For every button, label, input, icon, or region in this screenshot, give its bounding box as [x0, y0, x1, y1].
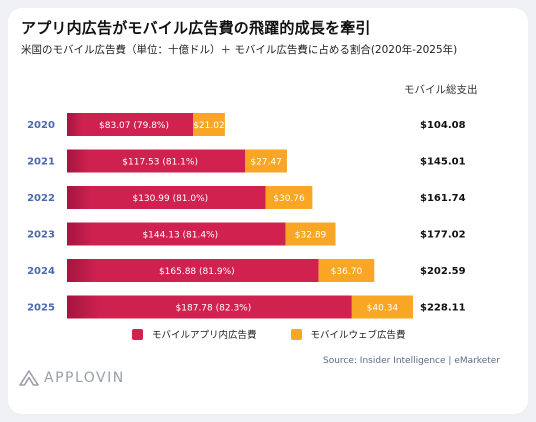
bar-in-app-2020: [67, 113, 194, 136]
bar-label-in-app: $83.07 (79.8%): [99, 121, 169, 131]
bar-label-web: $32.89: [295, 231, 327, 241]
bar-in-app-2024: [67, 259, 319, 282]
legend-swatch-in-app: [132, 328, 143, 340]
total-value: $228.11: [420, 303, 466, 314]
year-label: 2020: [27, 120, 55, 131]
total-value: $145.01: [420, 157, 466, 168]
total-value: $202.59: [420, 266, 466, 277]
bar-in-app-2022: [67, 186, 266, 209]
applovin-logo-icon: [19, 370, 39, 386]
chart-card: [8, 8, 528, 414]
legend-label-in-app: モバイルアプリ内広告費: [152, 330, 257, 341]
bar-web-2023: [285, 222, 336, 246]
bar-label-in-app: $187.78 (82.3%): [176, 304, 252, 314]
bar-label-in-app: $117.53 (81.1%): [122, 158, 198, 168]
bar-label-web: $21.02: [193, 121, 225, 131]
source-note: Source: Insider Intelligence | eMarketer: [323, 356, 500, 366]
bar-label-web: $27.47: [250, 158, 282, 168]
year-label: 2022: [27, 193, 55, 204]
bar-in-app-2025: [67, 295, 352, 319]
bar-web-2025: [351, 295, 414, 319]
bar-label-web: $30.76: [273, 194, 305, 204]
year-label: 2024: [27, 266, 55, 277]
total-value: $104.08: [420, 120, 466, 131]
legend-label-web: モバイルウェブ広告費: [310, 330, 406, 341]
year-label: 2021: [27, 157, 55, 168]
applovin-logo: APPLOVIN: [19, 370, 125, 386]
bar-in-app-2023: [67, 222, 286, 246]
legend-item-web: モバイルウェブ広告費: [290, 327, 406, 341]
chart-legend: モバイルアプリ内広告費 モバイルウェブ広告費: [132, 327, 406, 341]
bar-web-2021: [245, 149, 287, 173]
logo-text: APPLOVIN: [44, 370, 125, 386]
total-column-header: モバイル総支出: [404, 84, 478, 96]
bar-web-2024: [318, 259, 375, 282]
bar-label-web: $36.70: [331, 267, 363, 277]
legend-item-in-app: モバイルアプリ内広告費: [132, 327, 257, 341]
chart-subtitle: 米国のモバイル広告費（単位：十億ドル）＋ モバイル広告費に占める割合(2020年…: [21, 44, 458, 56]
year-label: 2023: [27, 230, 55, 241]
bar-web-2020: [193, 113, 225, 136]
bar-web-2022: [265, 186, 313, 209]
bar-label-in-app: $130.99 (81.0%): [132, 194, 208, 204]
chart-title: アプリ内広告がモバイル広告費の飛躍的成長を牽引: [21, 19, 371, 37]
total-value: $161.74: [420, 193, 466, 204]
bar-label-web: $40.34: [367, 304, 399, 314]
legend-swatch-web: [290, 328, 302, 340]
bar-label-in-app: $144.13 (81.4%): [142, 231, 218, 241]
year-label: 2025: [27, 303, 55, 314]
total-value: $177.02: [420, 230, 466, 241]
bar-in-app-2021: [67, 149, 246, 173]
bar-label-in-app: $165.88 (81.9%): [159, 267, 235, 277]
